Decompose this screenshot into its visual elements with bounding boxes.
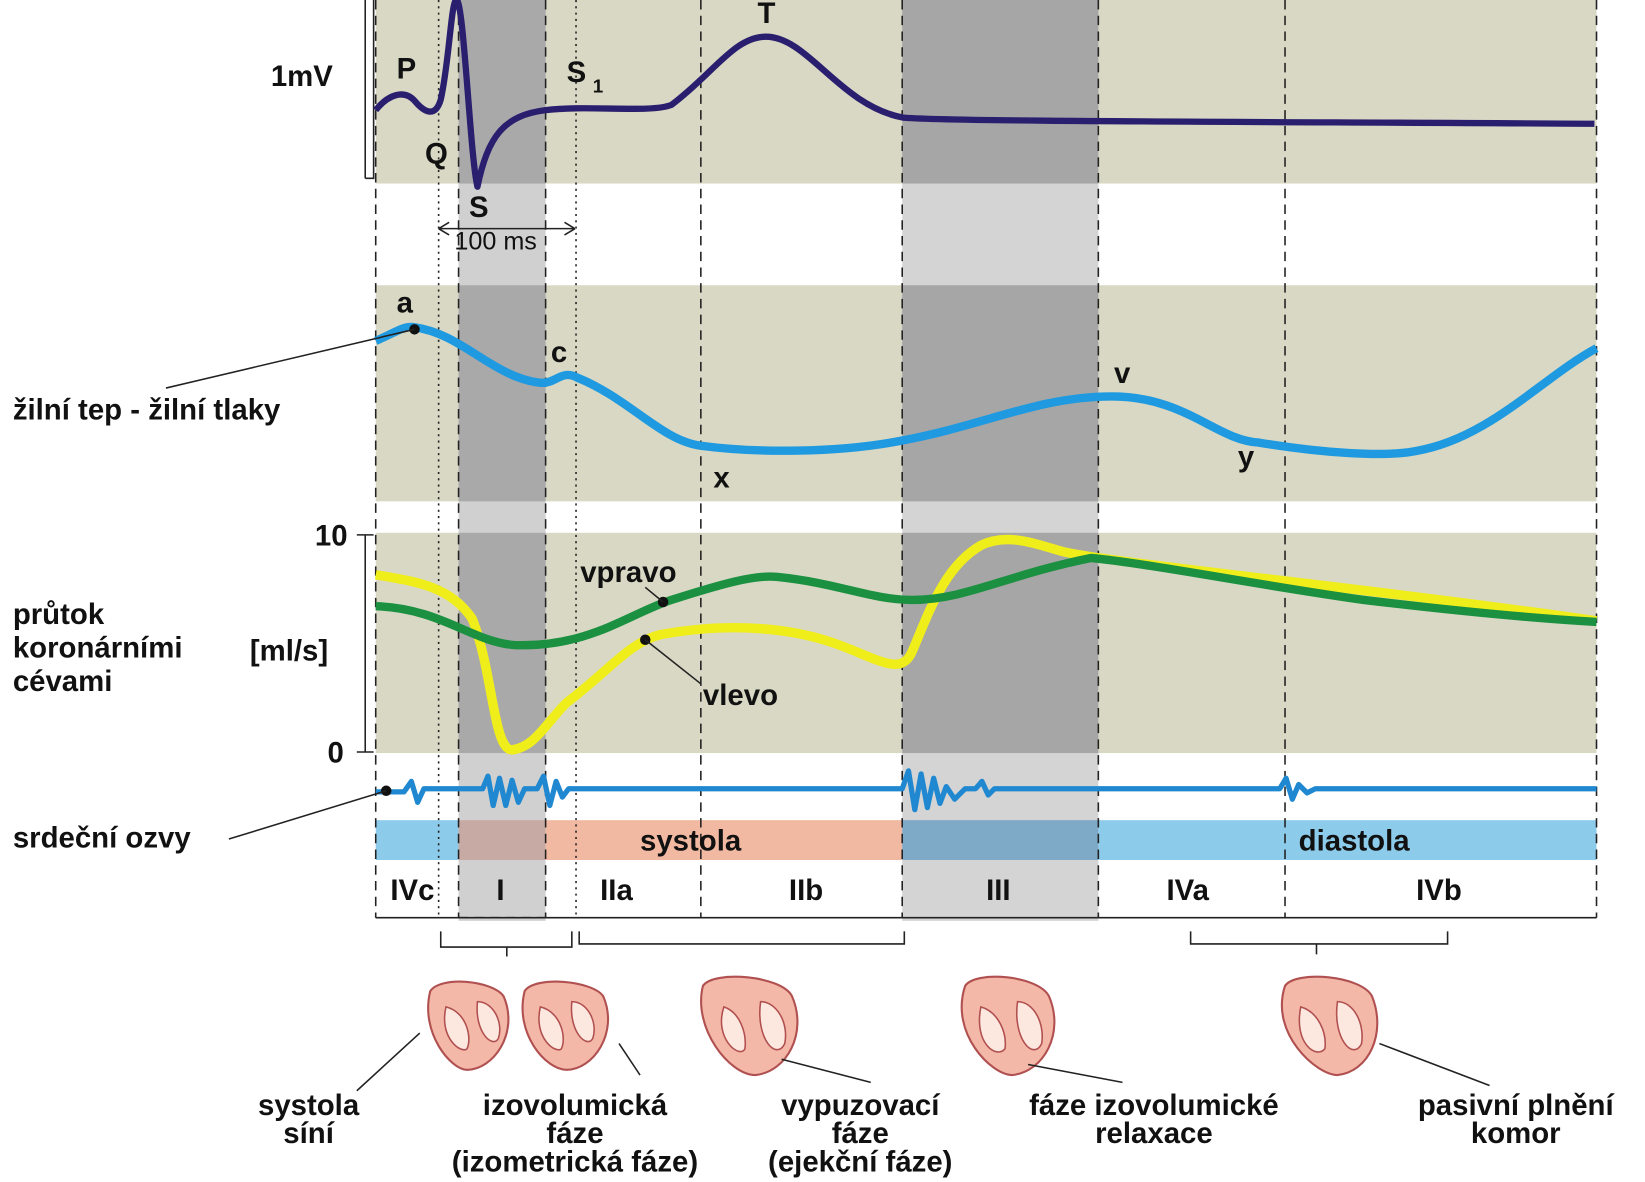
page: Srdeční cyklus {"ecg": {"scale": "1mV", … — [0, 0, 1645, 1182]
label: T — [757, 0, 775, 30]
label: Q — [425, 138, 448, 171]
label: průtok — [13, 598, 105, 631]
label: komor — [1471, 1117, 1561, 1150]
label: III — [986, 874, 1010, 907]
label: I — [496, 874, 504, 907]
label: S — [469, 191, 489, 224]
label: IVb — [1416, 874, 1462, 907]
label: IVa — [1167, 874, 1210, 907]
brackets — [441, 931, 1448, 956]
path-shape — [441, 931, 572, 956]
label: vlevo — [703, 679, 778, 712]
axes — [357, 0, 374, 752]
label: (ejekční fáze) — [768, 1146, 952, 1179]
label: c — [551, 336, 567, 369]
rect-shape — [902, 820, 1098, 860]
label: a — [397, 287, 414, 320]
rect-shape — [376, 820, 459, 860]
body: 1mV P Q S T S 1 100 ms a c x v y žilní t… — [0, 0, 1645, 1182]
label: 0 — [327, 736, 343, 769]
circle-shape — [409, 324, 419, 334]
label: diastola — [1299, 825, 1411, 858]
label: cévami — [13, 665, 113, 698]
label: P — [397, 53, 417, 86]
diagram: 1mV P Q S T S 1 100 ms a c x v y žilní t… — [0, 0, 1645, 1182]
label: vpravo — [580, 556, 676, 589]
label: 100 ms — [454, 228, 537, 256]
label: y — [1238, 441, 1255, 474]
lead-shape — [365, 0, 373, 178]
label: srdeční ozvy — [13, 821, 192, 854]
label: žilní tep - žilní tlaky — [13, 394, 281, 427]
label: [ml/s] — [250, 635, 328, 668]
rect-shape — [902, 285, 1098, 501]
label: x — [713, 462, 730, 495]
label: IIa — [600, 874, 633, 907]
label: relaxace — [1095, 1117, 1213, 1150]
label: 1 — [593, 75, 604, 96]
label: koronárními — [13, 632, 183, 665]
path-shape — [1191, 931, 1448, 954]
heart-shape — [1282, 977, 1377, 1075]
label: systola — [640, 825, 742, 858]
path-shape — [579, 931, 904, 944]
rect-shape — [902, 0, 1098, 184]
label: 10 — [315, 519, 348, 552]
lead-shape — [357, 535, 374, 752]
heart-icons — [357, 977, 1490, 1091]
heart-shape — [523, 982, 608, 1070]
label: IIb — [789, 874, 823, 907]
label: síní — [283, 1117, 334, 1150]
rect-shape — [459, 285, 546, 501]
label: v — [1114, 357, 1131, 390]
rect-shape — [459, 820, 546, 860]
label: S — [567, 56, 587, 89]
label: (izometrická fáze) — [452, 1146, 698, 1179]
label: 1mV — [271, 60, 333, 93]
label: IVc — [390, 874, 434, 907]
